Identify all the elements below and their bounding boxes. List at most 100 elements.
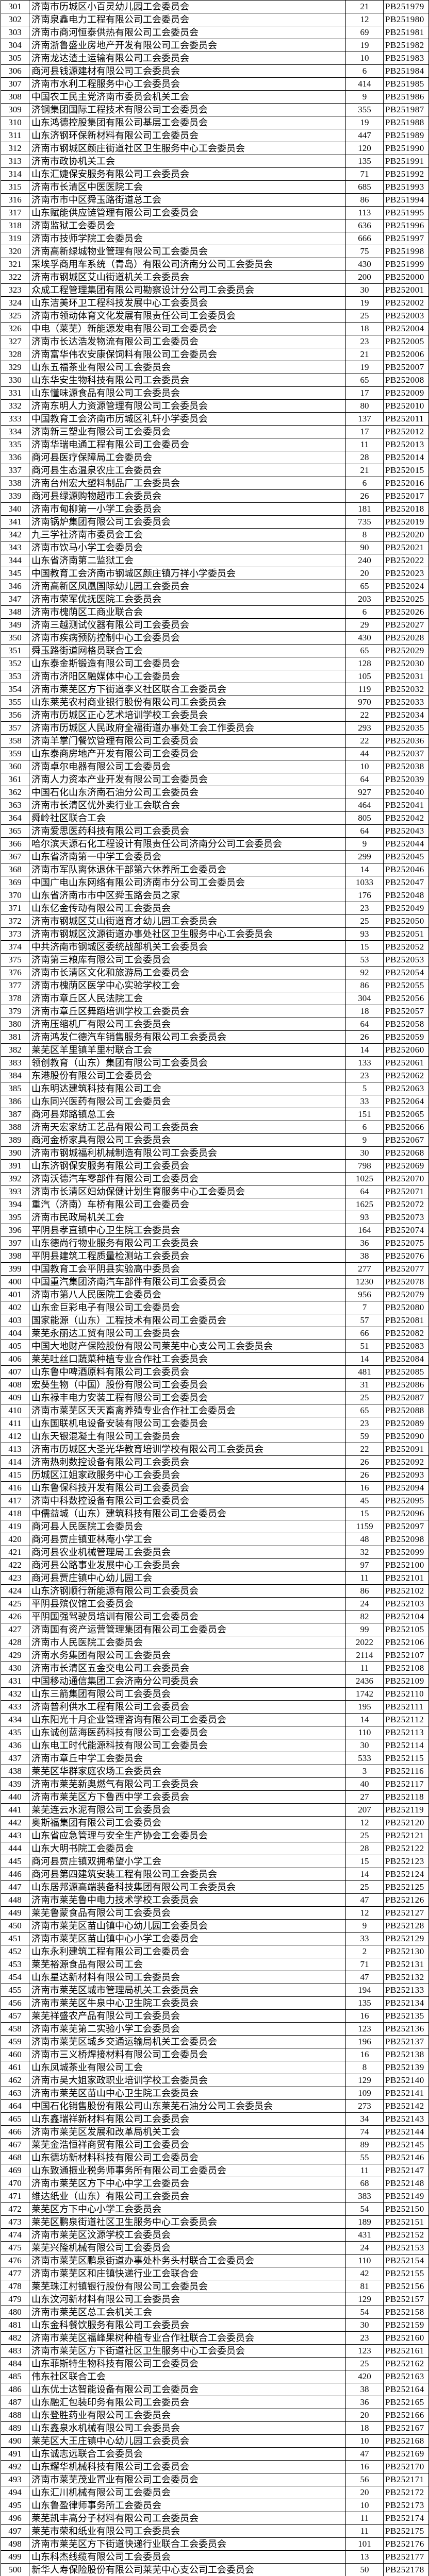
table-row: 492 山东耀华机械科技有限公司工会委员会 16 PB252170 [1, 2461, 429, 2473]
org-name-cell: 济南市饮马小学工会委员会 [29, 541, 346, 554]
member-count-cell: 18 [346, 323, 384, 335]
member-count-cell: 86 [346, 194, 384, 206]
receipt-id-cell: PB252002 [384, 297, 429, 309]
member-count-cell: 68 [346, 2177, 384, 2190]
table-row: 453 莱芜裕源食品有限公司工会 71 PB252131 [1, 1958, 429, 1971]
member-count-cell: 33 [346, 1095, 384, 1108]
row-number-cell: 385 [1, 1082, 29, 1095]
org-name-cell: 济南市莱芜区方下街道李义社区联合工会委员会 [29, 683, 346, 696]
row-number-cell: 464 [1, 2100, 29, 2112]
row-number-cell: 423 [1, 1572, 29, 1584]
org-name-cell: 山东耀华机械科技有限公司工会委员会 [29, 2461, 346, 2473]
receipt-id-cell: PB252158 [384, 2306, 429, 2318]
table-row: 332 济南东明人力资源管理有限公司工会委员会 80 PB252010 [1, 400, 429, 413]
member-count-cell: 36 [346, 1237, 384, 1249]
row-number-cell: 396 [1, 1224, 29, 1236]
row-number-cell: 358 [1, 735, 29, 747]
table-row: 346 济南高新区凤凰国际幼儿园工会委员会 65 PB252024 [1, 580, 429, 593]
table-row: 478 莱芜珠江村镇银行股份有限公司工会委员会 81 PB252156 [1, 2280, 429, 2293]
table-row: 385 山东明达建筑科技有限公司工会 5 PB252063 [1, 1082, 429, 1095]
row-number-cell: 429 [1, 1649, 29, 1662]
table-row: 324 山东洁美环卫工程科技发展中心工会委员会 19 PB252002 [1, 297, 429, 310]
row-number-cell: 336 [1, 451, 29, 464]
org-name-cell: 中国重汽集团济南汽车部件有限公司工会委员会 [29, 1276, 346, 1288]
table-row: 326 中电（莱芜）新能源发电有限公司工会委员会 18 PB252004 [1, 323, 429, 335]
row-number-cell: 301 [1, 1, 29, 13]
org-name-cell: 山东登胜药业有限公司工会委员会 [29, 2409, 346, 2421]
receipt-id-cell: PB252103 [384, 1598, 429, 1610]
org-name-cell: 商河金桥家具有限公司工会委员会 [29, 1134, 346, 1146]
receipt-id-cell: PB252092 [384, 1456, 429, 1468]
member-count-cell: 57 [346, 1314, 384, 1327]
table-row: 464 中国石化销售股份有限公司山东莱芜石油分公司工会委员会 273 PB252142 [1, 2100, 429, 2113]
table-row: 437 济南市章丘中学工会委员会 533 PB252115 [1, 1752, 429, 1765]
row-number-cell: 449 [1, 1907, 29, 1919]
row-number-cell: 384 [1, 1070, 29, 1082]
member-count-cell: 13 [346, 2551, 384, 2563]
row-number-cell: 448 [1, 1894, 29, 1906]
org-name-cell: 济南市长清区优外卖行业工会联合会 [29, 799, 346, 811]
table-row: 465 山东鑫瑞祥新材料有限公司工会委员会 34 PB252143 [1, 2113, 429, 2126]
table-row: 466 济南市莱芜区发展和改革局机关工会 74 PB252144 [1, 2126, 429, 2139]
org-name-cell: 宏葵生物（中国）股份有限公司工会委员会 [29, 1379, 346, 1391]
row-number-cell: 468 [1, 2151, 29, 2164]
receipt-id-cell: PB252083 [384, 1340, 429, 1352]
receipt-id-cell: PB251996 [384, 219, 429, 232]
receipt-id-cell: PB252088 [384, 1404, 429, 1417]
table-row: 362 中国石化山东济南石油分公司工会委员会 927 PB252040 [1, 786, 429, 799]
member-count-cell: 16 [346, 1482, 384, 1494]
org-name-cell: 伟东社区联合工会 [29, 2370, 346, 2383]
receipt-id-cell: PB252014 [384, 451, 429, 464]
table-row: 328 济南富华伟农安康保饲料有限公司工会委员会 21 PB252006 [1, 348, 429, 361]
org-name-cell: 平阴国强驾驶员培训有限公司工会委员会 [29, 1611, 346, 1623]
row-number-cell: 303 [1, 26, 29, 39]
receipt-id-cell: PB252102 [384, 1585, 429, 1597]
member-count-cell: 45 [346, 1495, 384, 1507]
receipt-id-cell: PB252123 [384, 1855, 429, 1868]
table-row: 393 济南市长清区妇幼保健计划生育服务中心工会委员会 64 PB252071 [1, 1185, 429, 1198]
table-row: 425 平阴县殡仪馆工会委员会 24 PB252103 [1, 1598, 429, 1611]
row-number-cell: 365 [1, 825, 29, 837]
member-count-cell: 113 [346, 207, 384, 219]
table-row: 483 济南市莱芜区方下街道社区卫生服务中心工会委员会 123 PB252161 [1, 2345, 429, 2358]
table-row: 400 中国重汽集团济南汽车部件有限公司工会委员会 1230 PB252078 [1, 1276, 429, 1289]
table-row: 497 莱芜市荣和纸业有限公司工会委员会 11 PB252175 [1, 2525, 429, 2538]
row-number-cell: 415 [1, 1469, 29, 1481]
receipt-id-cell: PB252121 [384, 1829, 429, 1842]
row-number-cell: 356 [1, 709, 29, 721]
org-name-cell: 莱芜连云水泥有限公司工会委员会 [29, 1804, 346, 1816]
table-row: 341 济南锅炉集团有限公司工会委员会 735 PB252019 [1, 516, 429, 529]
table-row: 310 山东鸿德控股集团有限公司基层工会委员会 19 PB251988 [1, 116, 429, 129]
receipt-id-cell: PB252135 [384, 2010, 429, 2022]
receipt-id-cell: PB252004 [384, 323, 429, 335]
table-row: 392 济南沃德汽车零部件有限公司工会委员会 1025 PB252070 [1, 1173, 429, 1185]
row-number-cell: 417 [1, 1495, 29, 1507]
org-name-cell: 山东鲁保科技开发有限公司工会委员会 [29, 1482, 346, 1494]
org-name-cell: 济南市第八人民医院工会委员会 [29, 1289, 346, 1301]
org-name-cell: 济南鸿发仁德汽车销售服务有限公司工会委员会 [29, 1031, 346, 1043]
receipt-id-cell: PB252013 [384, 438, 429, 451]
member-count-cell: 293 [346, 722, 384, 734]
row-number-cell: 346 [1, 580, 29, 592]
member-count-cell: 66 [346, 1327, 384, 1340]
row-number-cell: 470 [1, 2177, 29, 2190]
table-row: 378 济南市章丘区人民法院工会 304 PB252056 [1, 992, 429, 1005]
table-row: 496 莱芜凯丰高分子材料有限公司工会委员会 11 PB252174 [1, 2512, 429, 2525]
table-row: 403 国家能源（山东）工程技术有限公司工会委员会 57 PB252081 [1, 1314, 429, 1327]
row-number-cell: 427 [1, 1623, 29, 1636]
receipt-id-cell: PB252141 [384, 2087, 429, 2099]
table-row: 417 济南中科数控设备有限公司工会委员会 45 PB252095 [1, 1495, 429, 1507]
member-count-cell: 54 [346, 2306, 384, 2318]
member-count-cell: 164 [346, 1224, 384, 1236]
table-row: 347 济南市荣军优抚医院工会委员会 203 PB252025 [1, 593, 429, 606]
member-count-cell: 53 [346, 954, 384, 966]
receipt-id-cell: PB252137 [384, 2036, 429, 2048]
member-count-cell: 8 [346, 529, 384, 541]
row-number-cell: 397 [1, 1237, 29, 1249]
table-row: 380 济南压缩机厂有限公司工会委员会 64 PB252058 [1, 1018, 429, 1031]
table-row: 413 济南市历城区大圣光华教育培训学校有限公司工会委员会 22 PB252091 [1, 1443, 429, 1456]
member-count-cell: 86 [346, 1585, 384, 1597]
member-count-cell: 21 [346, 464, 384, 477]
org-name-cell: 济南市莱芜新奥燃气有限公司工会委员会 [29, 1778, 346, 1790]
org-name-cell: 中儒益城（山东）建筑科技有限公司工会委员会 [29, 1507, 346, 1520]
